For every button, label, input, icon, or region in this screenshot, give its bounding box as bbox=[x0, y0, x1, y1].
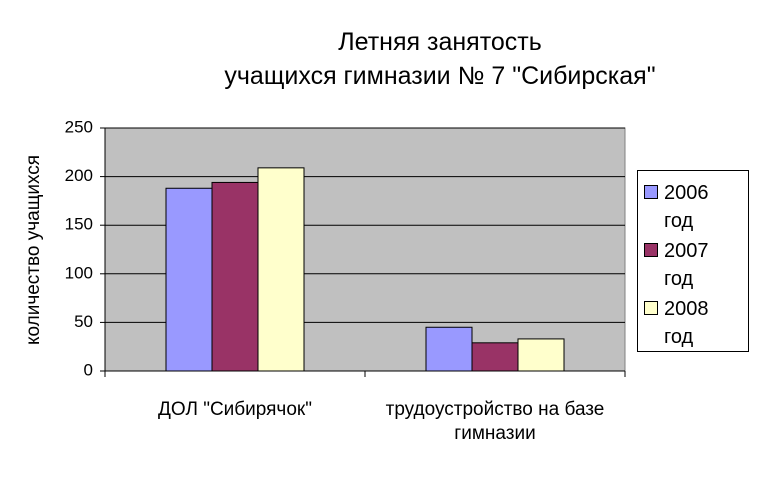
bar bbox=[471, 342, 519, 372]
legend-entry: 2007 год bbox=[644, 237, 744, 293]
legend-label: 2008 год bbox=[664, 298, 709, 348]
legend-entry: 2006 год bbox=[644, 179, 744, 235]
chart-title: учащихся гимназии № 7 "Сибирская" bbox=[224, 62, 656, 90]
x-tick-label: трудоустройство на базе гимназии bbox=[385, 399, 605, 444]
legend-swatch bbox=[644, 185, 658, 199]
legend-swatch bbox=[644, 301, 658, 315]
bar bbox=[425, 326, 473, 372]
legend-label: 2007 год bbox=[664, 240, 709, 290]
legend-entry: 2008 год bbox=[644, 295, 744, 351]
y-tick-label: 150 bbox=[65, 215, 93, 234]
legend-label: 2006 год bbox=[664, 182, 709, 232]
legend: 2006 год 2007 год 2008 год bbox=[637, 170, 749, 352]
legend-swatch bbox=[644, 243, 658, 257]
y-tick-label: 200 bbox=[65, 166, 93, 185]
bar bbox=[211, 181, 259, 372]
bar bbox=[517, 338, 565, 372]
y-axis-label: количество учащихся bbox=[23, 155, 44, 345]
y-tick-label: 100 bbox=[65, 263, 93, 282]
y-tick-label: 250 bbox=[65, 117, 93, 136]
chart-title: Летняя занятость bbox=[338, 28, 542, 56]
y-tick-label: 50 bbox=[74, 312, 93, 331]
x-tick-label: ДОЛ "Сибирячок" bbox=[158, 399, 312, 420]
bar bbox=[165, 187, 213, 372]
bar bbox=[257, 167, 305, 372]
y-tick-label: 0 bbox=[84, 360, 93, 379]
